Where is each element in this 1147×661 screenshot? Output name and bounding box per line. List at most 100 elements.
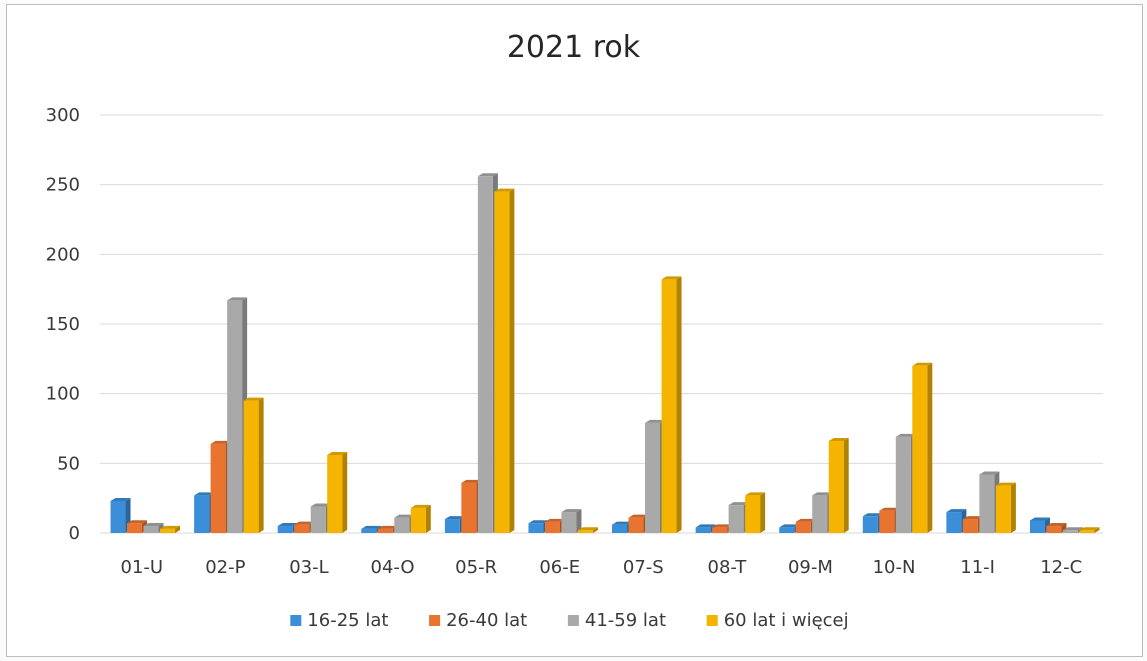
bar-top [628, 514, 649, 518]
bar [394, 514, 415, 533]
bar-front [577, 530, 593, 533]
chart-frame [6, 4, 1143, 657]
bar-top [310, 503, 331, 507]
bar-front [895, 436, 911, 533]
x-tick-label: 04-O [371, 557, 415, 578]
bar-front [628, 517, 644, 533]
y-tick-label: 150 [46, 314, 80, 335]
bar-top [645, 419, 666, 423]
y-tick-label: 0 [69, 523, 80, 544]
x-tick-label: 11-I [960, 557, 995, 578]
bar [912, 362, 933, 533]
bar-top [227, 297, 248, 301]
bar-front [712, 527, 728, 533]
legend-swatch [567, 615, 579, 626]
bar-top [544, 518, 565, 522]
bar-front [745, 495, 761, 533]
bar [962, 516, 983, 533]
bar-front [160, 528, 176, 533]
legend-label: 26-40 lat [446, 610, 527, 631]
bar [1029, 517, 1050, 533]
bar-front [962, 519, 978, 533]
bar-top [879, 507, 900, 511]
x-tick-label: 06-E [539, 557, 580, 578]
bar-front [912, 365, 928, 533]
bar-top [695, 524, 716, 528]
y-tick-label: 50 [57, 453, 80, 474]
bar-top [294, 521, 315, 525]
bar [828, 438, 849, 533]
bar-front [946, 512, 962, 533]
bar-front [310, 506, 326, 533]
bar-side [843, 438, 849, 533]
bars [110, 173, 1100, 533]
bar-top [995, 482, 1016, 486]
bar-side [592, 527, 598, 533]
bar-side [1094, 527, 1100, 533]
bar [160, 525, 181, 533]
bar-front [377, 528, 393, 533]
bar-front [979, 474, 995, 533]
bar-front [812, 495, 828, 533]
bar-side [258, 397, 264, 533]
bar-front [294, 524, 310, 533]
bar-front [210, 443, 226, 533]
bar-front [779, 527, 795, 533]
bar [1079, 527, 1100, 533]
bar-front [143, 526, 159, 533]
bar-top [812, 492, 833, 496]
bar-top [110, 497, 131, 501]
bar-front [243, 400, 259, 533]
bar-front [194, 495, 210, 533]
x-tick-label: 02-P [205, 557, 245, 578]
bar-top [561, 509, 582, 513]
y-tick-label: 100 [46, 384, 80, 405]
legend: 16-25 lat 26-40 lat 41-59 lat 60 lat i więc… [290, 610, 849, 631]
bar-front [795, 521, 811, 533]
bar [327, 451, 348, 533]
bar-top [1029, 517, 1050, 521]
bar-top [243, 397, 264, 401]
x-tick-label: 03-L [289, 557, 328, 578]
bar-side [1010, 482, 1016, 533]
bar-top [127, 520, 148, 524]
bar-top [912, 362, 933, 366]
bar-top [410, 504, 431, 508]
bar-top [394, 514, 415, 518]
bar-top [210, 440, 231, 444]
bar-top [143, 523, 164, 527]
legend-item: 26-40 lat [429, 610, 527, 631]
bar [494, 188, 515, 533]
y-tick-label: 250 [46, 175, 80, 196]
legend-label: 41-59 lat [585, 610, 666, 631]
bar-top [477, 173, 498, 177]
bar [812, 492, 833, 533]
bar-top [377, 525, 398, 529]
bar-front [444, 519, 460, 533]
bar [661, 276, 682, 533]
bar-side [342, 451, 348, 533]
legend-swatch [290, 615, 302, 626]
bar-top [828, 438, 849, 442]
x-tick-label: 01-U [121, 557, 164, 578]
bar-top [728, 502, 749, 506]
bar-top [577, 527, 598, 531]
bar-front [494, 191, 510, 533]
bar-front [361, 528, 377, 533]
bar-top [494, 188, 515, 192]
bar-front [645, 422, 661, 533]
bar-front [879, 510, 895, 533]
legend-label: 16-25 lat [307, 610, 388, 631]
x-tick-label: 05-R [455, 557, 497, 578]
bar-top [745, 492, 766, 496]
bar-front [1029, 520, 1045, 533]
y-axis: 0 50 100 150 200 250 300 [46, 105, 80, 544]
bar-side [576, 509, 582, 533]
x-axis: 01-U 02-P 03-L 04-O 05-R 06-E 07-S 08-T 09-M 10-N… [121, 557, 1083, 578]
bar-side [927, 362, 933, 533]
bar-top [779, 524, 800, 528]
bar-front [862, 516, 878, 533]
bar [995, 482, 1016, 533]
bar-front [327, 454, 343, 533]
